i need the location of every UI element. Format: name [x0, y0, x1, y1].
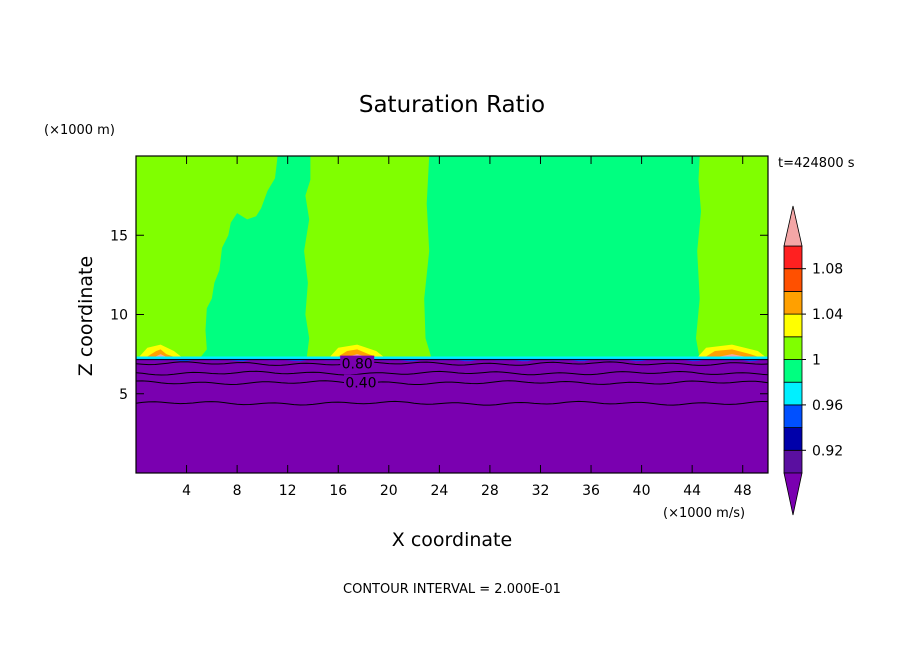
- y-tick-label-15: 15: [110, 228, 128, 244]
- patch-orange-0: [144, 349, 178, 359]
- contour-lines: [135, 359, 769, 406]
- x-tick-label-8: 8: [233, 483, 242, 499]
- colorbar-segment-5: [783, 336, 803, 360]
- colorbar-label-0.96: 0.96: [812, 398, 843, 414]
- y-tick-label-5: 5: [119, 387, 128, 403]
- patch-orange-2: [703, 349, 762, 359]
- field-region-subsaturated: [136, 358, 768, 473]
- contour-labels: 0.80 0.40: [340, 355, 378, 392]
- x-unit-label: (×1000 m/s): [663, 506, 745, 521]
- time-label: t=424800 s: [778, 156, 855, 171]
- contour-label-bg-1: [343, 374, 378, 390]
- colorbar-segment-7: [783, 290, 803, 315]
- x-tick-label-12: 12: [279, 483, 297, 499]
- colorbar-segment-1: [783, 427, 803, 451]
- x-tick-label-24: 24: [430, 483, 448, 499]
- colorbar-segment-4: [783, 359, 803, 383]
- x-axis-label: X coordinate: [392, 529, 512, 551]
- y-tick-label-10: 10: [110, 308, 128, 324]
- field-region-1.00-1.02-right: [696, 156, 768, 359]
- colorbar-segment-8: [783, 268, 803, 292]
- contour-label-0: 0.80: [342, 357, 373, 373]
- x-tick-label-36: 36: [582, 483, 600, 499]
- y-axis-label: Z coordinate: [75, 256, 97, 376]
- colorbar-label-1: 1: [812, 353, 821, 369]
- x-axis-ticks: 4 8 12 16 20 24 28 32 36 40 44 48: [182, 156, 752, 499]
- plot-area: [135, 155, 769, 474]
- x-tick-label-4: 4: [182, 483, 191, 499]
- contour-line-0: [135, 400, 769, 406]
- contour-line-3: [135, 361, 769, 366]
- colorbar-segment-0: [783, 449, 803, 474]
- contour-line-1: [135, 380, 769, 386]
- y-unit-label: (×1000 m): [44, 123, 115, 138]
- field-region-1.00-1.02-middle: [304, 156, 432, 359]
- x-tick-label-40: 40: [633, 483, 651, 499]
- x-tick-label-20: 20: [380, 483, 398, 499]
- contour-interval-note: CONTOUR INTERVAL = 2.000E-01: [343, 582, 561, 597]
- colorbar: 0.92 0.96 1 1.04 1.08: [783, 205, 843, 516]
- colorbar-label-1.08: 1.08: [812, 262, 843, 278]
- contour-line-2: [135, 370, 769, 376]
- contour-label-bg-0: [340, 355, 375, 371]
- x-tick-label-16: 16: [329, 483, 347, 499]
- chart-title: Saturation Ratio: [359, 92, 545, 118]
- x-tick-label-28: 28: [481, 483, 499, 499]
- x-tick-label-48: 48: [734, 483, 752, 499]
- colorbar-label-1.04: 1.04: [812, 307, 843, 323]
- x-tick-label-44: 44: [683, 483, 701, 499]
- colorbar-segment-9: [783, 245, 803, 270]
- colorbar-over-triangle: [783, 205, 803, 247]
- colorbar-under-triangle: [783, 472, 803, 516]
- field-region-1.00-1.02-left: [136, 156, 278, 359]
- y-axis-ticks: 5 10 15: [110, 228, 768, 403]
- contour-label-1: 0.40: [345, 376, 376, 392]
- colorbar-label-0.92: 0.92: [812, 443, 843, 459]
- colorbar-segment-6: [783, 313, 803, 338]
- x-tick-label-32: 32: [532, 483, 550, 499]
- colorbar-segment-3: [783, 381, 803, 406]
- colored-fields: [136, 156, 768, 473]
- colorbar-segment-2: [783, 404, 803, 428]
